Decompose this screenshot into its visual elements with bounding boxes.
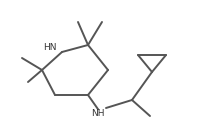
Text: HN: HN — [43, 42, 57, 51]
Text: NH: NH — [91, 109, 105, 118]
